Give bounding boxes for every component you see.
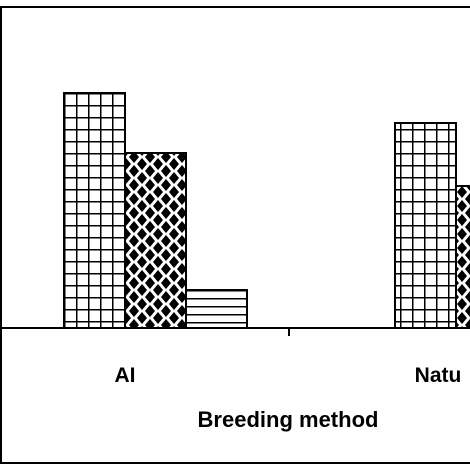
bar-natu-grid <box>394 122 457 329</box>
x-tick-labels: AI Natu <box>115 364 462 387</box>
x-tick-label-natu: Natu <box>415 364 462 387</box>
x-axis-title: Breeding method <box>198 407 379 432</box>
x-tick-label-ai: AI <box>115 364 136 387</box>
bar-ai-diamond-dots <box>124 152 187 329</box>
outer-frame <box>0 6 470 464</box>
bar-natu-diamond-dots <box>455 185 470 329</box>
bar-ai-horizontal-lines <box>185 289 248 329</box>
bar-ai-grid <box>63 92 126 329</box>
bars-layer <box>63 92 470 329</box>
